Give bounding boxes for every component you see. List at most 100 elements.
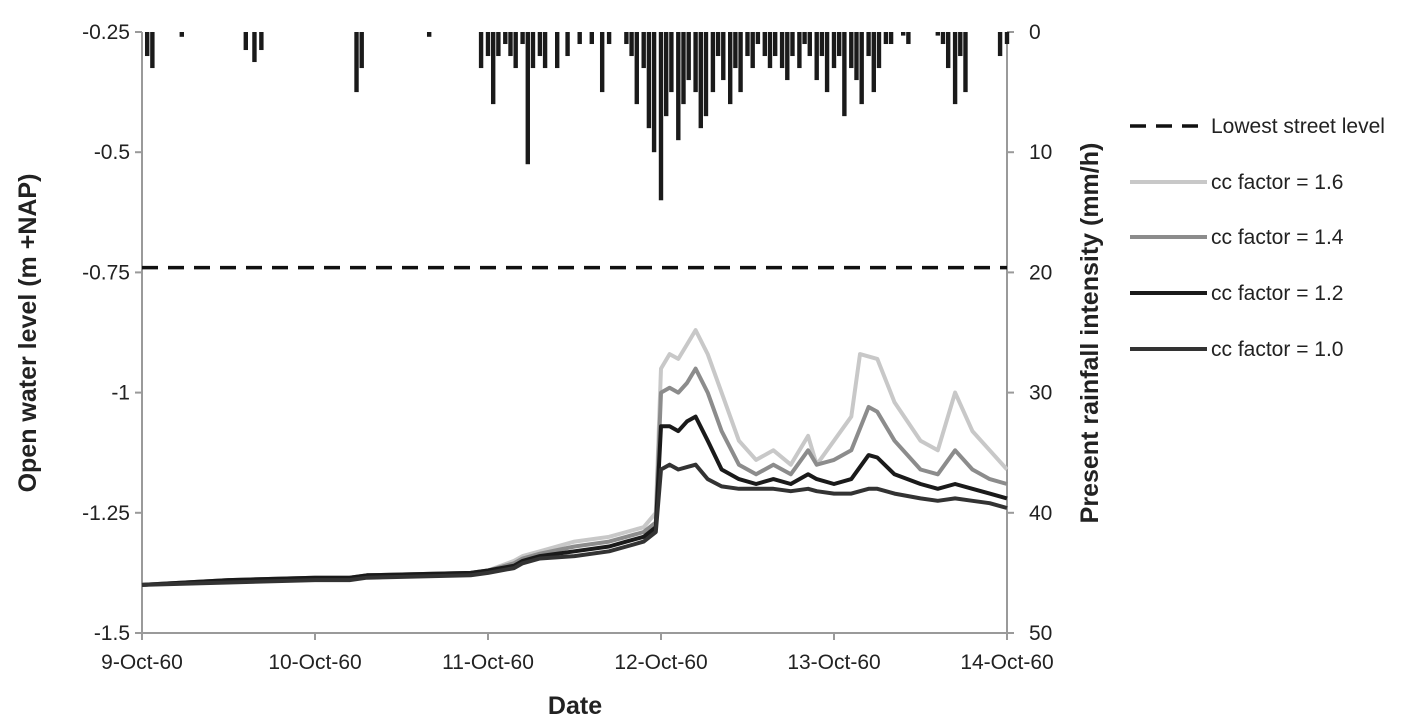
rainfall-bar [883, 32, 889, 45]
rainfall-bar [503, 32, 508, 45]
rainfall-bar [728, 32, 733, 105]
water-level-lines [141, 265, 1009, 587]
rainfall-bar [703, 32, 709, 117]
rainfall-bar [866, 32, 871, 57]
rainfall-bar [997, 32, 1003, 57]
rainfall-bar [802, 32, 807, 45]
rainfall-bar [144, 32, 150, 57]
rainfall-bar [496, 32, 501, 57]
rainfall-bar [876, 32, 882, 69]
y2-tick-label: 10 [1029, 141, 1052, 164]
rainfall-bar [779, 32, 785, 69]
rainfall-bar [824, 32, 830, 93]
rainfall-bar [681, 32, 686, 105]
rainfall-bar [836, 32, 842, 57]
rainfall-bar [359, 32, 364, 69]
rainfall-bar [952, 32, 958, 105]
rainfall-bar [958, 32, 963, 57]
rainfall-bar [179, 32, 184, 37]
x-tick-label: 13-Oct-60 [787, 651, 880, 674]
rainfall-bar [790, 32, 795, 57]
y-tick-label: -1.5 [94, 622, 130, 645]
rainfall-bar [478, 32, 484, 69]
rainfall-bar [1004, 32, 1010, 45]
rainfall-bar [676, 32, 681, 141]
rainfall-bar [859, 32, 864, 105]
rainfall-bar [686, 32, 691, 81]
rainfall-bar [555, 32, 560, 69]
y-tick-label: -1 [111, 382, 130, 405]
tick-labels: -1.5 -1.25 -1 -0.75 -0.5 -0.25 0 10 20 30 40 50 9-Oc… [82, 21, 1054, 674]
y-tick-label: -1.25 [82, 502, 130, 525]
rainfall-bar [721, 32, 726, 81]
legend-label: cc factor = 1.6 [1211, 171, 1343, 194]
rainfall-bar [485, 32, 491, 57]
rainfall-bar [715, 32, 721, 57]
rainfall-bar [646, 32, 652, 129]
rainfall-bar [901, 32, 906, 36]
rainfall-bar [663, 32, 669, 117]
y2-tick-label: 30 [1029, 382, 1052, 405]
y-tick-label: -0.75 [82, 261, 130, 284]
rainfall-bar [651, 32, 657, 153]
rainfall-bar [508, 32, 513, 57]
rainfall-bar [842, 32, 847, 117]
chart-axes [135, 31, 1014, 640]
rainfall-bar [940, 32, 946, 45]
rainfall-bar [525, 32, 530, 165]
legend-label: cc factor = 1.0 [1211, 338, 1343, 361]
y-tick-label: -0.25 [82, 21, 130, 44]
rainfall-bar [831, 32, 837, 69]
x-tick-label: 9-Oct-60 [101, 651, 183, 674]
rainfall-bar [537, 32, 543, 57]
series-line [141, 414, 1008, 587]
legend-label: cc factor = 1.4 [1211, 226, 1344, 249]
rainfall-bar [150, 32, 155, 69]
rainfall-bar [750, 32, 755, 69]
rainfall-bar [565, 32, 570, 57]
rainfall-bar [577, 32, 582, 45]
rainfall-bar [755, 32, 761, 45]
rainfall-bar [243, 32, 248, 51]
rainfall-bars [144, 32, 1010, 201]
rainfall-bar [426, 32, 432, 37]
rainfall-bar [641, 32, 646, 69]
rainfall-bar [871, 32, 876, 93]
rainfall-bar [589, 32, 594, 45]
x-tick-label: 10-Oct-60 [268, 651, 361, 674]
rainfall-bar [252, 32, 257, 63]
rainfall-bar [606, 32, 612, 45]
series-line [141, 462, 1008, 587]
rainfall-bar [819, 32, 825, 57]
rainfall-bar [733, 32, 738, 69]
rainfall-bar [772, 32, 778, 57]
y2-axis-title: Present rainfall intensity (mm/h) [1076, 143, 1104, 524]
rainfall-bar [945, 32, 951, 69]
rainfall-bar [354, 32, 359, 93]
y2-tick-label: 50 [1029, 622, 1052, 645]
rainfall-bar [807, 32, 812, 57]
x-axis-title: Date [548, 692, 602, 720]
rainfall-bar [513, 32, 518, 69]
legend-label: cc factor = 1.2 [1211, 282, 1343, 305]
rainfall-bar [259, 32, 264, 51]
rainfall-bar [698, 32, 703, 129]
y2-tick-label: 40 [1029, 502, 1052, 525]
rainfall-bar [693, 32, 698, 93]
y2-tick-label: 0 [1029, 21, 1041, 44]
rainfall-bar [624, 32, 629, 45]
rainfall-bar [634, 32, 639, 105]
rainfall-bar [814, 32, 819, 81]
rainfall-bar [745, 32, 750, 57]
rainfall-bar [854, 32, 859, 81]
rainfall-bar [935, 32, 940, 36]
rainfall-bar [849, 32, 854, 69]
rainfall-bar [669, 32, 674, 93]
rainfall-bar [888, 32, 894, 45]
rainfall-bar [530, 32, 536, 69]
rainfall-bar [767, 32, 773, 69]
rainfall-bar [785, 32, 790, 81]
x-tick-label: 11-Oct-60 [442, 651, 534, 674]
legend: Lowest street level cc factor = 1.6 cc fac… [1130, 115, 1385, 361]
